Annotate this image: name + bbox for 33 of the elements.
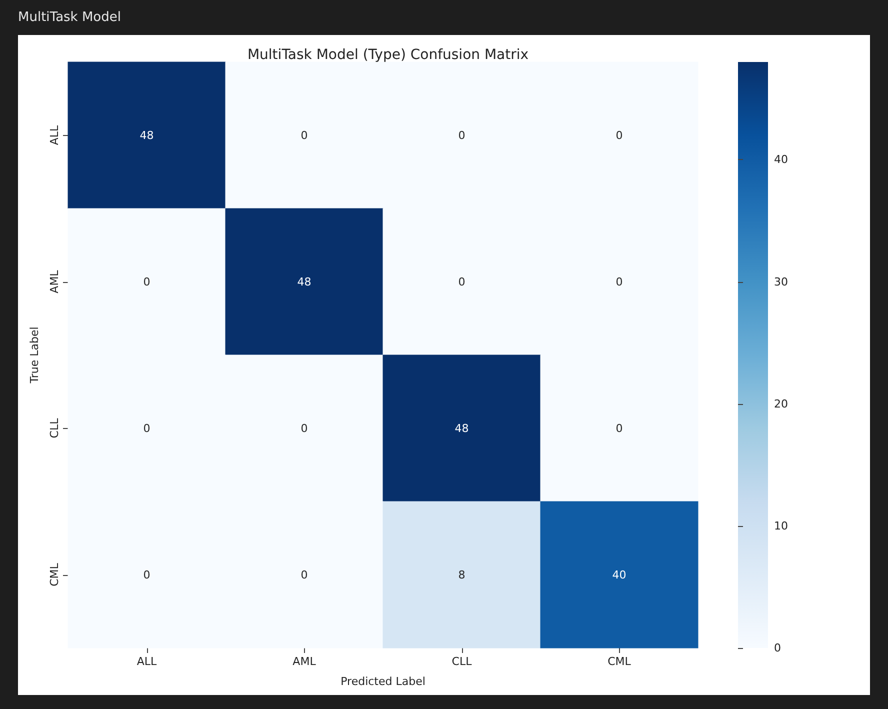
data-label: 0 bbox=[300, 422, 308, 435]
chart-title: MultiTask Model (Type) Confusion Matrix bbox=[247, 47, 529, 63]
y-tick-label: CLL bbox=[48, 417, 61, 438]
data-label: 0 bbox=[458, 128, 466, 142]
data-label: 48 bbox=[454, 422, 469, 435]
data-label: 48 bbox=[297, 275, 312, 288]
data-label: 0 bbox=[458, 275, 466, 288]
data-label: 48 bbox=[140, 128, 154, 142]
x-tick-label: CLL bbox=[452, 655, 473, 668]
color-bar-label: 30 bbox=[774, 275, 788, 288]
color-bar-label: 20 bbox=[774, 397, 788, 410]
data-label: 0 bbox=[616, 128, 623, 142]
data-label: 0 bbox=[300, 128, 308, 142]
data-label: 40 bbox=[612, 568, 626, 582]
data-label: 8 bbox=[458, 568, 466, 582]
x-axis-title: Predicted Label bbox=[340, 675, 426, 688]
y-tick-label: ALL bbox=[48, 124, 61, 146]
y-axis-title: True Label bbox=[28, 326, 41, 384]
data-label: 0 bbox=[616, 422, 623, 435]
y-tick-label: CML bbox=[48, 562, 61, 586]
x-tick-label: ALL bbox=[136, 655, 158, 668]
color-bar-label: 10 bbox=[774, 519, 788, 532]
color-bar-label: 40 bbox=[774, 153, 788, 166]
data-label: 0 bbox=[616, 275, 623, 288]
x-tick-label: AML bbox=[292, 655, 317, 668]
data-label: 0 bbox=[143, 568, 150, 582]
text: MultiTask Model bbox=[18, 10, 121, 25]
data-label: 0 bbox=[143, 422, 150, 435]
y-tick-label: AML bbox=[48, 269, 61, 294]
x-tick-label: CML bbox=[608, 655, 632, 668]
data-label: 0 bbox=[143, 275, 150, 288]
color-bar-label: 0 bbox=[774, 642, 781, 654]
data-label: 0 bbox=[300, 568, 308, 582]
